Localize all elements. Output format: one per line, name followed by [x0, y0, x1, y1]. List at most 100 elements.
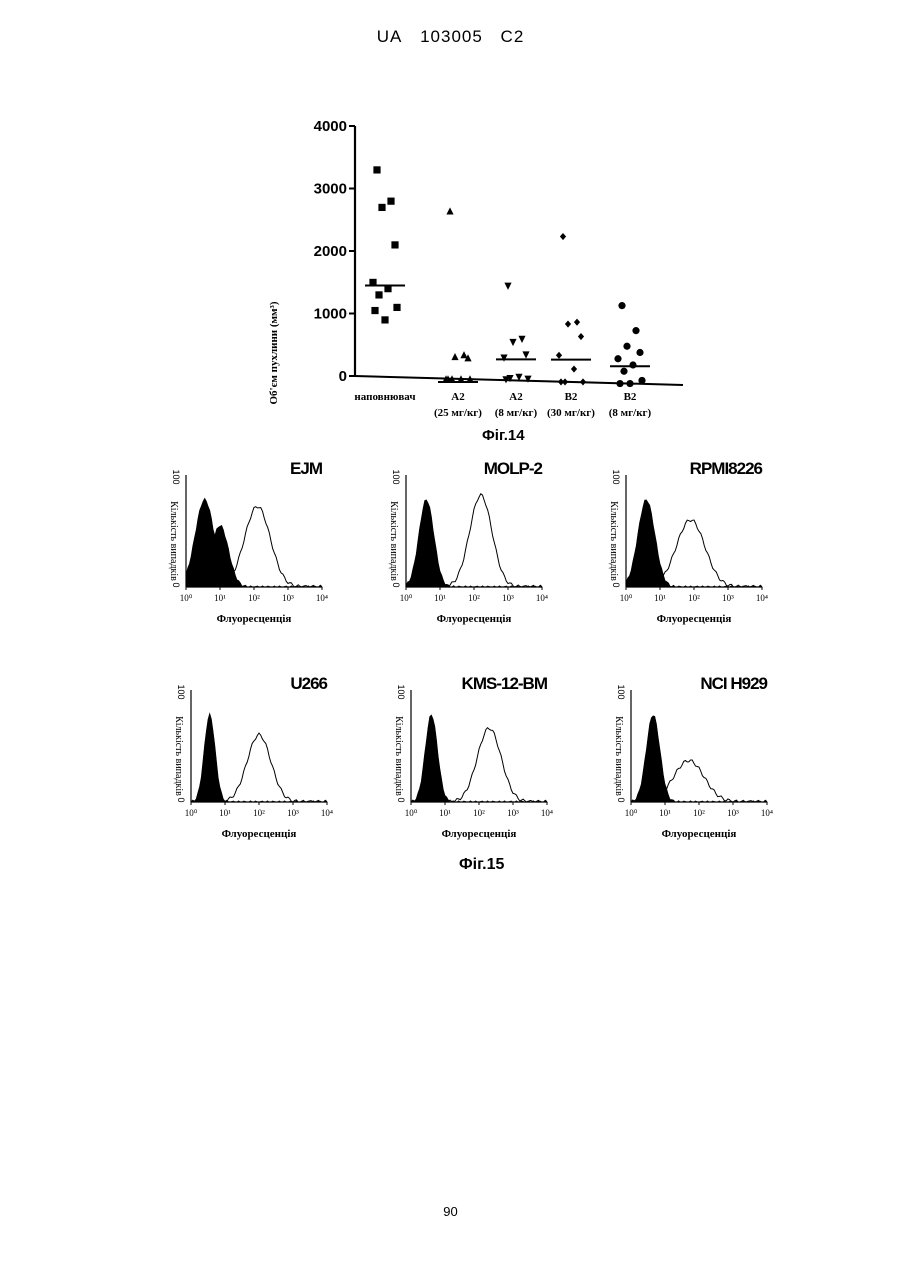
histogram-x-label: Флуоресценція — [217, 613, 292, 625]
fig14-point — [381, 316, 388, 323]
fig14-point — [387, 198, 394, 205]
histogram-y-tick-label: 0 — [611, 582, 621, 587]
histogram-x-tick-label: 10⁰ — [405, 808, 418, 818]
fig14-x-sublabel: (8 мг/кг) — [495, 407, 538, 419]
fig14-x-label: B2 — [624, 391, 637, 403]
fig14-point — [618, 302, 625, 309]
fig14-point — [632, 327, 639, 334]
fig14-y-tick-label: 2000 — [314, 243, 347, 260]
histogram-y-tick-label: 100 — [616, 684, 626, 699]
fig14-y-tick-label: 0 — [339, 368, 347, 385]
histogram-x-tick-label: 10⁰ — [620, 593, 633, 603]
fig14-point — [500, 355, 507, 362]
fig14-y-tick-label: 3000 — [314, 181, 347, 198]
histogram-y-tick-label: 0 — [176, 797, 186, 802]
fig14-y-tick-label: 1000 — [314, 306, 347, 323]
fig14-x-sublabel: (30 мг/кг) — [547, 407, 595, 419]
histogram-x-label: Флуоресценція — [442, 828, 517, 840]
fig14-point — [558, 378, 564, 385]
histogram-y-tick-label: 0 — [391, 582, 401, 587]
fig14-point — [580, 378, 586, 385]
fig14-point — [518, 336, 525, 343]
histogram-filled-curve — [406, 500, 542, 587]
histogram-y-tick-label: 100 — [391, 469, 401, 484]
fig14-caption: Фіг.14 — [482, 427, 525, 444]
histogram-y-tick-label: 100 — [171, 469, 181, 484]
histogram-filled-curve — [631, 716, 767, 802]
patent-country: UA — [377, 27, 403, 46]
histogram-x-tick-label: 10⁴ — [536, 593, 548, 603]
histogram-title: MOLP-2 — [484, 459, 543, 478]
histogram-x-tick-label: 10⁴ — [316, 593, 328, 603]
histogram-x-label: Флуоресценція — [662, 828, 737, 840]
fig14-chart: Об'єм пухлини (мм³) 0 1000 2000 3000 4000 на… — [260, 110, 700, 430]
patent-kind: C2 — [501, 27, 525, 46]
patent-header: UA 103005 C2 — [0, 27, 901, 47]
fig14-point — [509, 339, 516, 346]
histogram-y-tick-label: 100 — [396, 684, 406, 699]
histogram-panel: MOLP-2Кількість випадків100010⁰10¹10²10³… — [380, 452, 580, 637]
histogram-filled-curve — [191, 713, 327, 802]
fig14-point — [565, 320, 571, 327]
histogram-panel: RPMI8226Кількість випадків100010⁰10¹10²1… — [600, 452, 800, 637]
histogram-x-tick-label: 10² — [473, 808, 485, 818]
histogram-y-tick-label: 0 — [171, 582, 181, 587]
fig14-point — [629, 361, 636, 368]
fig14-x-label: A2 — [509, 391, 523, 403]
fig14-point — [623, 343, 630, 350]
fig14-y-axis-label: Об'єм пухлини (мм³) — [268, 301, 280, 404]
histogram-x-tick-label: 10² — [468, 593, 480, 603]
histogram-y-label: Кількість випадків — [613, 716, 624, 796]
fig14-point — [391, 241, 398, 248]
histogram-x-tick-label: 10² — [688, 593, 700, 603]
histogram-y-tick-label: 0 — [616, 797, 626, 802]
histogram-x-tick-label: 10² — [248, 593, 260, 603]
histogram-x-tick-label: 10³ — [507, 808, 519, 818]
fig14-point — [556, 352, 562, 359]
histogram-y-label: Кількість випадків — [173, 716, 184, 796]
histogram-x-tick-label: 10⁴ — [321, 808, 333, 818]
histogram-open-curve — [431, 728, 547, 802]
histogram-open-curve — [426, 494, 542, 587]
fig14-point — [614, 355, 621, 362]
histogram-title: NCI H929 — [700, 674, 767, 693]
histogram-panel: U266Кількість випадків100010⁰10¹10²10³10… — [165, 667, 365, 852]
fig14-point — [373, 166, 380, 173]
histogram-x-tick-label: 10¹ — [659, 808, 671, 818]
histogram-title: U266 — [290, 674, 327, 693]
histogram-x-tick-label: 10⁴ — [541, 808, 553, 818]
histogram-x-tick-label: 10⁰ — [180, 593, 193, 603]
histogram-x-tick-label: 10¹ — [654, 593, 666, 603]
histogram-filled-curve — [626, 500, 762, 587]
fig14-point — [571, 365, 577, 372]
fig14-point — [626, 380, 633, 387]
fig14-x-label: A2 — [451, 391, 465, 403]
histogram-title: EJM — [290, 459, 323, 478]
fig14-point — [522, 351, 529, 358]
histogram-x-tick-label: 10³ — [722, 593, 734, 603]
fig14-point — [393, 304, 400, 311]
histogram-x-tick-label: 10¹ — [434, 593, 446, 603]
histogram-panel: NCI H929Кількість випадків100010⁰10¹10²1… — [605, 667, 805, 852]
fig14-x-label: B2 — [565, 391, 578, 403]
histogram-x-tick-label: 10⁰ — [400, 593, 413, 603]
histogram-y-label: Кількість випадків — [393, 716, 404, 796]
histogram-y-tick-label: 100 — [611, 469, 621, 484]
histogram-x-tick-label: 10¹ — [219, 808, 231, 818]
fig14-y-tick-label: 4000 — [314, 118, 347, 135]
fig14-point — [638, 377, 645, 384]
histogram-x-tick-label: 10¹ — [214, 593, 226, 603]
patent-number: 103005 — [420, 27, 483, 46]
histogram-x-tick-label: 10³ — [727, 808, 739, 818]
histogram-y-label: Кількість випадків — [168, 501, 179, 581]
histogram-panel: EJMКількість випадків100010⁰10¹10²10³10⁴… — [160, 452, 360, 637]
histogram-y-tick-label: 0 — [396, 797, 406, 802]
histogram-x-tick-label: 10¹ — [439, 808, 451, 818]
histogram-x-label: Флуоресценція — [222, 828, 297, 840]
fig14-point — [451, 353, 458, 360]
fig14-x-sublabel: (25 мг/кг) — [434, 407, 482, 419]
fig14-x-label: наповнювач — [354, 391, 415, 403]
histogram-x-tick-label: 10⁴ — [761, 808, 773, 818]
histogram-x-tick-label: 10² — [253, 808, 265, 818]
histogram-x-tick-label: 10⁰ — [185, 808, 198, 818]
